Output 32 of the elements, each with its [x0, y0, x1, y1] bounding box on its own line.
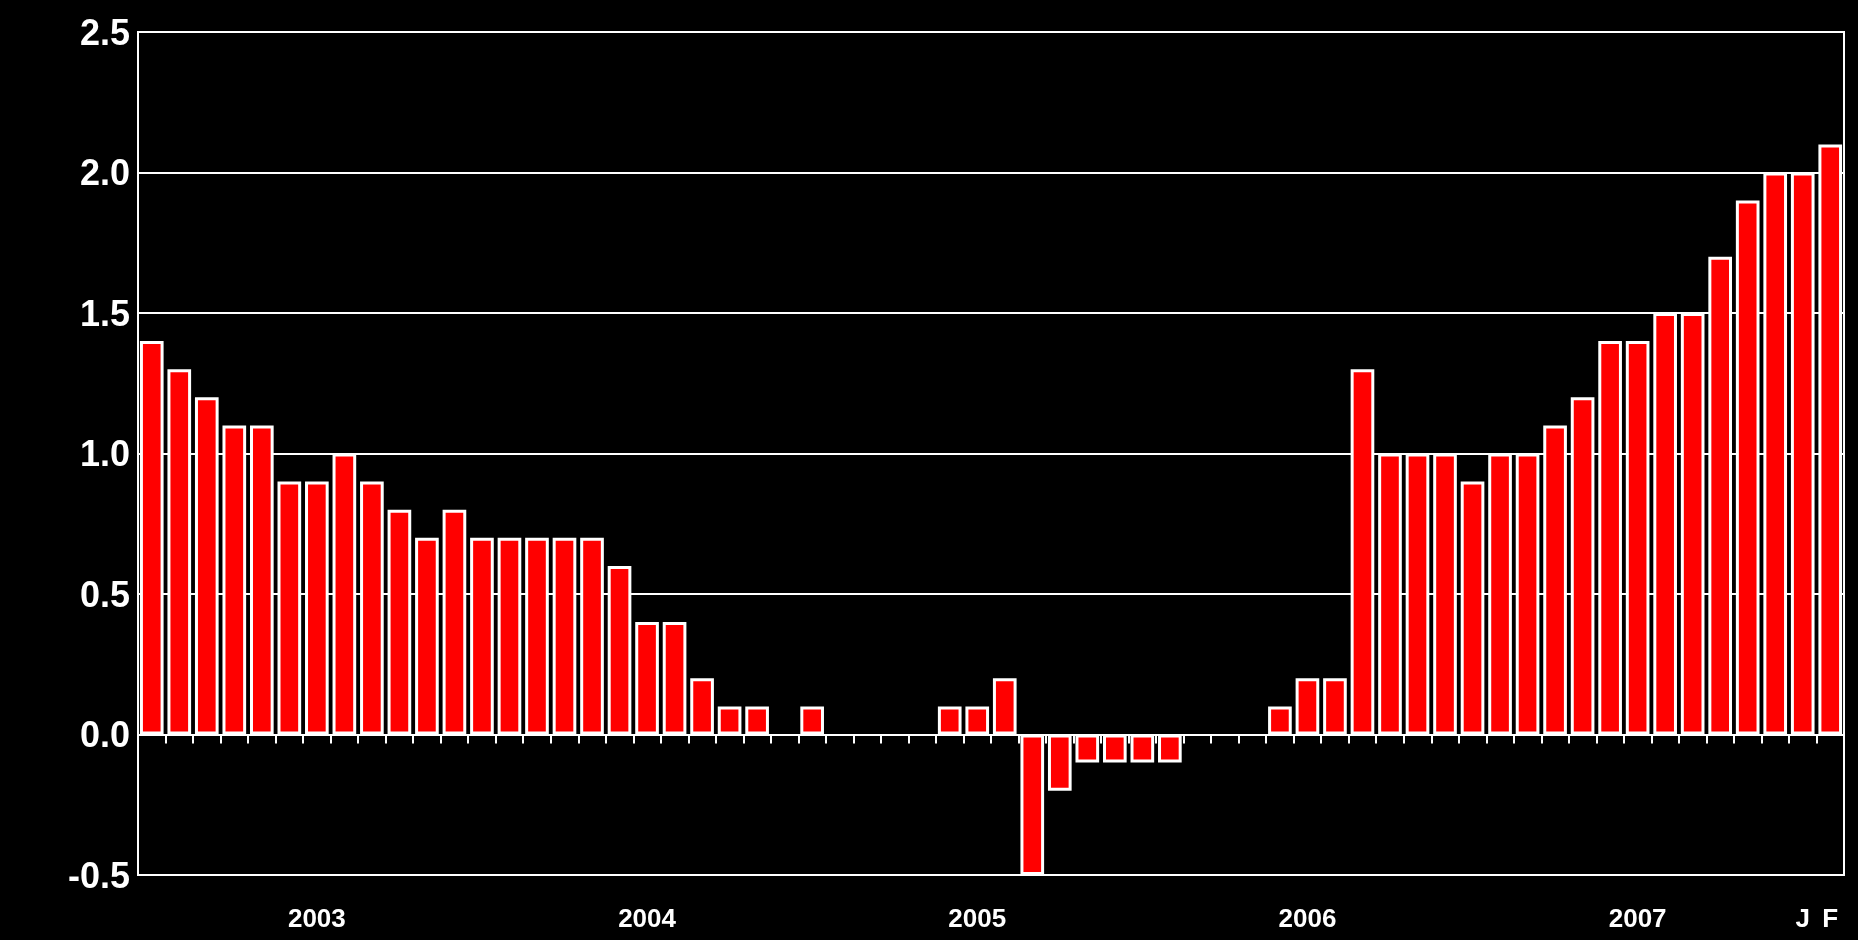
y-tick-label: 1.5 [79, 292, 130, 334]
x-tick-label: F [1822, 903, 1839, 933]
y-tick-label: -0.5 [67, 854, 130, 896]
bar [1268, 706, 1292, 735]
bar [1295, 678, 1320, 735]
bar [635, 622, 659, 735]
y-tick-label: 0.0 [79, 714, 130, 755]
bar [1075, 734, 1100, 763]
bar [1130, 734, 1155, 763]
bar [800, 706, 824, 735]
y-tick-label: 1.0 [79, 433, 130, 474]
x-tick-label: 2003 [287, 903, 346, 933]
x-tick-label: 2006 [1278, 903, 1337, 933]
bar [717, 706, 742, 735]
x-tick-label: 2004 [618, 903, 677, 933]
bar [1323, 678, 1347, 735]
y-tick-label: 2.5 [79, 11, 130, 53]
y-tick-label: 0.5 [79, 573, 130, 615]
bar [745, 706, 769, 735]
bar [1047, 734, 1072, 791]
x-tick-label: 2007 [1608, 903, 1667, 933]
bar [965, 706, 990, 735]
x-tick-label: J [1795, 903, 1810, 933]
bar [1102, 734, 1127, 763]
bar [1020, 734, 1045, 875]
bar [662, 622, 687, 735]
bar [992, 678, 1017, 735]
bar [1158, 734, 1182, 763]
y-tick-label: 2.0 [79, 152, 130, 193]
bar [937, 706, 962, 735]
x-tick-label: 2005 [948, 903, 1007, 933]
bar [690, 678, 714, 735]
